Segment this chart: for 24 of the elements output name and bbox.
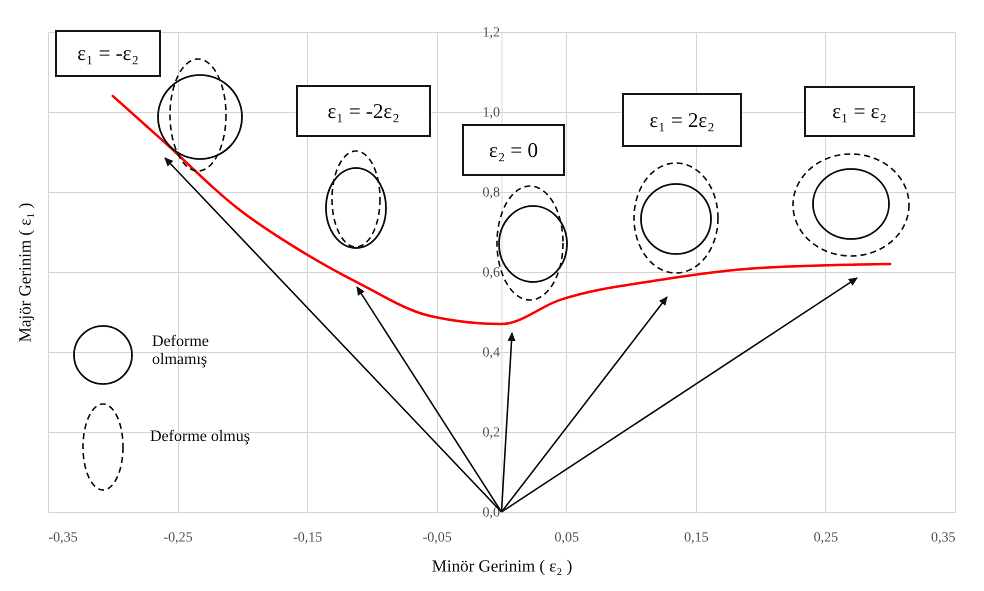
y-tick-label: 0,4 bbox=[482, 346, 500, 360]
x-tick-label: -0,15 bbox=[293, 530, 322, 546]
y-tick-label: 1,0 bbox=[482, 106, 500, 120]
annotation: ε₁ = -2ε₂ bbox=[296, 85, 431, 137]
x-tick-label: 0,05 bbox=[554, 530, 580, 546]
y-tick-label: 0,8 bbox=[482, 186, 500, 200]
x-tick-label: -0,35 bbox=[48, 530, 78, 546]
y-tick-label: 0,6 bbox=[482, 266, 500, 280]
annotation: ε₁ = 2ε₂ bbox=[622, 93, 742, 147]
x-tick-label: -0,05 bbox=[422, 530, 452, 546]
y-tick-label: 1,2 bbox=[482, 26, 500, 40]
annotation: ε₁ = -ε₂ bbox=[55, 30, 161, 77]
annotation: Deforme olmuş bbox=[150, 428, 251, 446]
annotation: ε₂ = 0 bbox=[462, 124, 565, 176]
x-tick-label: 0,25 bbox=[814, 530, 838, 546]
x-axis-title: Minör Gerinim ( ε₂ ) bbox=[432, 556, 572, 576]
x-tick-label: 0,35 bbox=[931, 530, 956, 546]
y-tick-label: 0,2 bbox=[482, 426, 500, 440]
x-tick-label: 0,15 bbox=[684, 530, 709, 546]
annotation: ε₁ = ε₂ bbox=[804, 86, 915, 137]
x-tick-label: -0,25 bbox=[163, 530, 193, 546]
y-axis-title: Majör Gerinim ( ε₁ ) bbox=[16, 202, 34, 342]
line-series bbox=[112, 94, 892, 326]
annotation: Deforme olmamış bbox=[152, 333, 210, 369]
